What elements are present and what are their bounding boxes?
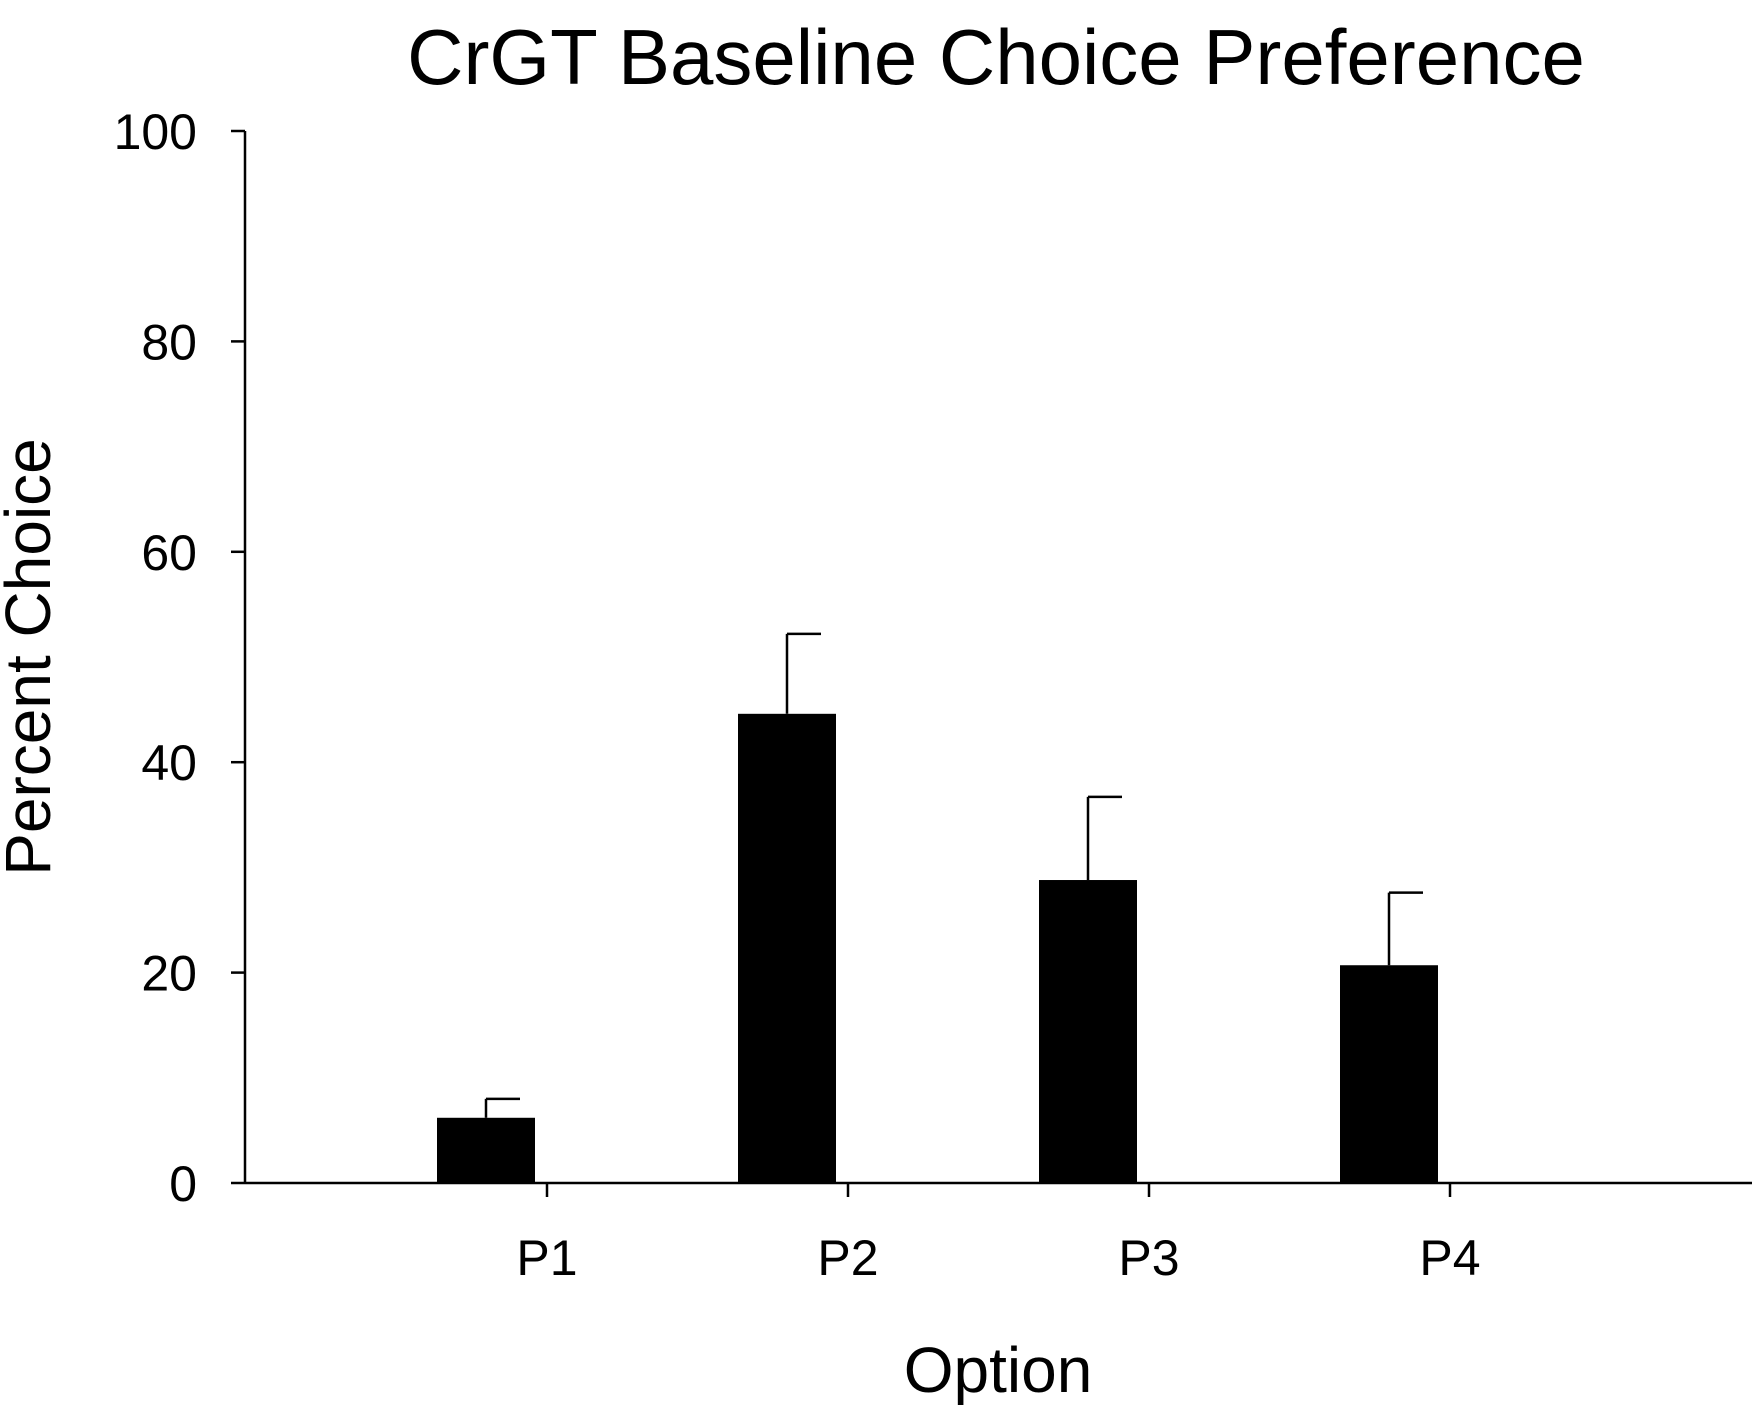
y-tick-label: 20 (141, 946, 197, 1002)
y-tick-label: 40 (141, 735, 197, 791)
y-tick-label: 60 (141, 525, 197, 581)
bar-p1 (437, 1117, 535, 1183)
bar-p2 (738, 713, 836, 1183)
bar-p4 (1340, 965, 1438, 1183)
y-ticks: 0 20 40 60 80 100 (114, 104, 245, 1212)
x-tick-label: P2 (817, 1230, 878, 1286)
x-tick-label: P4 (1419, 1230, 1480, 1286)
error-bar-series (484, 632, 1423, 1118)
y-axis: 0 20 40 60 80 100 (114, 104, 247, 1212)
y-axis-label: Percent Choice (0, 438, 64, 876)
x-tick-label: P1 (516, 1230, 577, 1286)
x-tick-label: P3 (1118, 1230, 1179, 1286)
x-axis: P1 P2 P3 P4 (245, 1181, 1752, 1286)
bar-series (437, 713, 1438, 1183)
x-axis-label: Option (904, 1334, 1093, 1405)
chart-title: CrGT Baseline Choice Preference (407, 13, 1585, 101)
bar-p3 (1039, 880, 1137, 1183)
y-tick-label: 80 (141, 314, 197, 370)
y-tick-label: 0 (169, 1156, 197, 1212)
y-tick-label: 100 (114, 104, 197, 160)
x-ticks: P1 P2 P3 P4 (516, 1183, 1481, 1286)
